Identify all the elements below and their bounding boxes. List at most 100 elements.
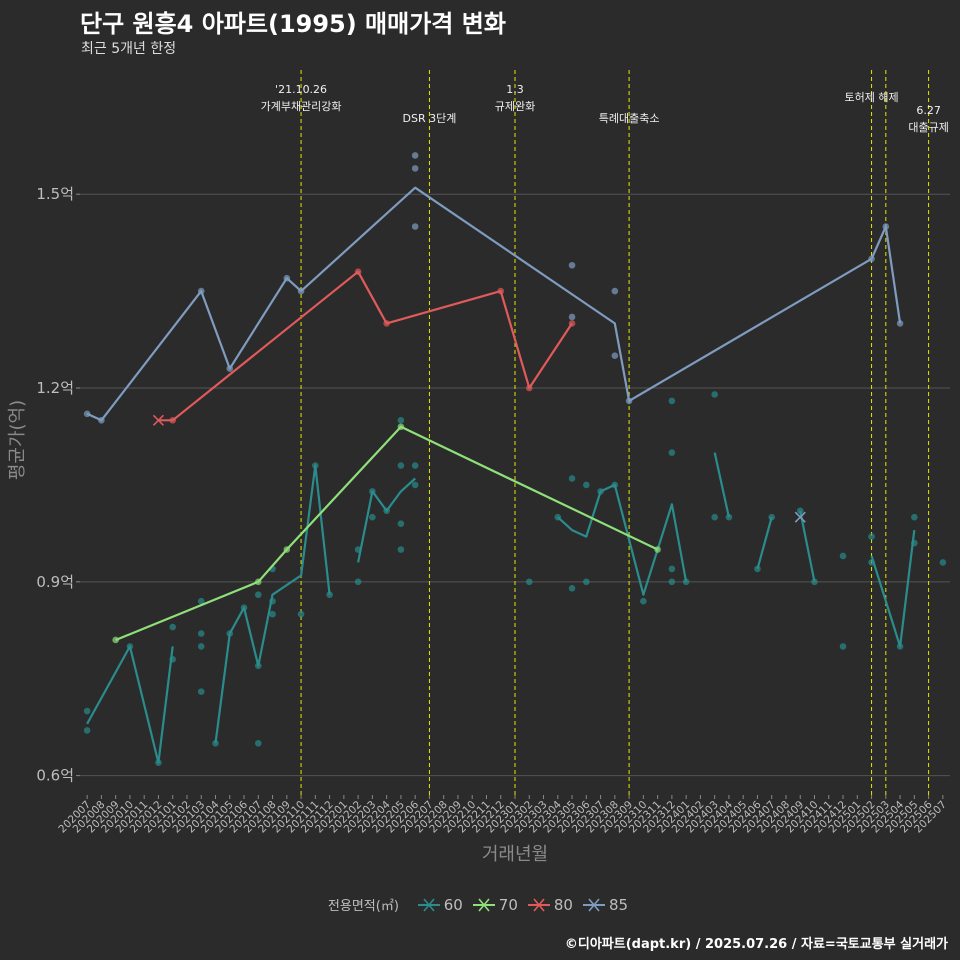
- legend-item-80: 80: [526, 895, 573, 914]
- legend-title: 전용면적(㎡): [327, 899, 399, 914]
- cross-marker-85: [794, 511, 806, 523]
- y-axis-label: 평균가(억): [7, 400, 28, 480]
- data-point-60: [811, 578, 818, 586]
- data-point-60: [583, 481, 590, 489]
- data-point-60: [397, 546, 405, 553]
- event-label: 토허제 해제: [845, 90, 899, 104]
- chart-title: 단구 원흥4 아파트(1995) 매매가격 변화: [80, 10, 506, 38]
- series-line-60: [713, 452, 730, 518]
- data-point-60: [297, 610, 305, 618]
- event-label: 가계부채관리강화: [261, 100, 342, 113]
- event-label: 대출규제: [908, 121, 948, 134]
- source-caption: ©디아파트(dapt.kr) / 2025.07.26 / 자료=국토교통부 실…: [564, 937, 948, 952]
- y-tick-label: 0.6억: [36, 767, 74, 785]
- data-point-85: [568, 313, 576, 321]
- data-point-60: [839, 643, 847, 650]
- series-line-60: [557, 483, 688, 596]
- legend-label: 80: [553, 895, 573, 914]
- data-point-60: [868, 533, 875, 540]
- data-point-60: [725, 513, 733, 521]
- data-point-85: [611, 287, 619, 295]
- data-point-60: [269, 610, 276, 618]
- data-point-85: [568, 261, 576, 269]
- series-line-80: [158, 270, 573, 422]
- event-label: 6.27: [916, 104, 941, 117]
- data-point-60: [668, 565, 676, 573]
- legend-label: 85: [608, 895, 629, 914]
- event-label: 특례대출축소: [599, 112, 660, 125]
- legend-key-icon: [527, 898, 550, 912]
- data-point-60: [369, 513, 376, 521]
- y-tick-label: 1.5억: [36, 185, 74, 203]
- data-point-60: [411, 462, 419, 469]
- data-point-60: [711, 513, 718, 521]
- data-point-85: [411, 152, 419, 159]
- series-line-60: [86, 645, 174, 764]
- data-point-60: [354, 578, 362, 586]
- data-point-60: [682, 578, 690, 586]
- data-point-60: [911, 513, 918, 521]
- legend-item-85: 85: [581, 895, 628, 914]
- series-layer: [83, 152, 947, 766]
- series-line-60: [799, 510, 816, 583]
- event-label: 1.3: [506, 83, 524, 96]
- data-point-60: [640, 597, 647, 605]
- legend-key-icon: [472, 898, 495, 912]
- event-label: 규제완화: [495, 100, 535, 113]
- data-point-60: [839, 552, 847, 560]
- legend-label: 70: [498, 895, 518, 914]
- data-point-60: [212, 740, 219, 747]
- data-point-60: [411, 481, 419, 489]
- y-tick-label: 1.2억: [36, 379, 74, 397]
- event-label: DSR 3단계: [403, 112, 457, 125]
- data-point-85: [411, 165, 419, 172]
- data-point-60: [197, 630, 205, 637]
- data-point-60: [525, 578, 533, 586]
- x-axis: 2020072020082020092020102020112020122021…: [56, 795, 949, 835]
- data-point-60: [397, 520, 405, 527]
- data-point-60: [254, 740, 262, 747]
- data-point-60: [397, 462, 405, 469]
- data-point-85: [896, 320, 904, 327]
- data-point-60: [711, 391, 718, 398]
- series-line-85: [86, 186, 902, 422]
- event-label: '21.10.26: [275, 83, 327, 96]
- data-point-60: [169, 623, 177, 631]
- chart-subtitle: 최근 5개년 한정: [81, 41, 177, 57]
- legend-label: 60: [443, 895, 463, 914]
- series-line-60: [756, 516, 773, 570]
- data-point-60: [668, 578, 676, 586]
- data-point-60: [83, 727, 91, 734]
- data-point-60: [583, 578, 590, 586]
- cross-stroke: [794, 511, 806, 523]
- y-tick-label: 0.9억: [36, 573, 74, 591]
- series-line-60: [214, 464, 331, 744]
- data-point-60: [197, 597, 205, 605]
- data-point-60: [796, 507, 804, 515]
- data-point-60: [197, 688, 205, 695]
- data-point-60: [568, 475, 576, 482]
- legend-item-60: 60: [416, 895, 463, 914]
- data-point-60: [326, 591, 333, 599]
- data-point-60: [254, 591, 262, 599]
- data-point-85: [611, 352, 619, 360]
- x-axis-label: 거래년월: [482, 844, 548, 865]
- data-point-60: [668, 397, 676, 405]
- data-point-60: [939, 559, 947, 566]
- series-line-60: [357, 477, 416, 563]
- data-point-60: [83, 707, 91, 715]
- y-axis: 0.6억 0.9억 1.2억 1.5억: [36, 185, 80, 785]
- cross-marker-80: [152, 414, 165, 426]
- legend-key-icon: [582, 898, 605, 912]
- data-point-60: [568, 584, 576, 592]
- data-point-85: [411, 223, 419, 230]
- legend: 전용면적(㎡) 60 70 80 85: [0, 895, 960, 914]
- data-point-60: [197, 643, 205, 650]
- data-point-60: [668, 449, 676, 456]
- data-point-60: [397, 417, 405, 424]
- legend-item-70: 70: [471, 895, 518, 914]
- legend-key-icon: [417, 898, 440, 912]
- series-line-60: [870, 529, 916, 648]
